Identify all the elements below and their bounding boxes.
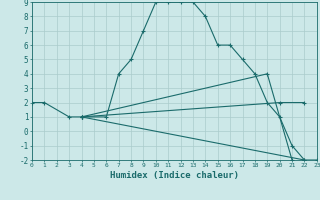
X-axis label: Humidex (Indice chaleur): Humidex (Indice chaleur) xyxy=(110,171,239,180)
